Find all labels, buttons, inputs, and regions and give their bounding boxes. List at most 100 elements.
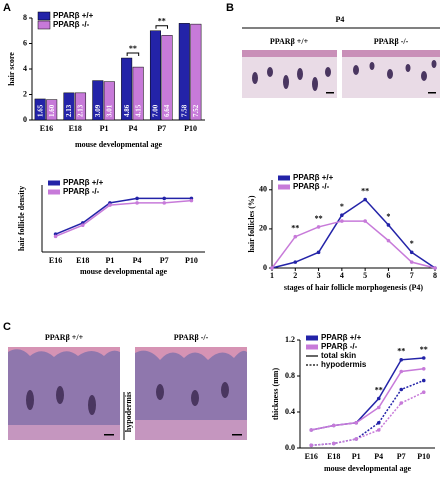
annotation: ** bbox=[129, 44, 137, 53]
legend-label: PPARβ +/+ bbox=[63, 178, 104, 187]
y-tick-label: 4 bbox=[23, 64, 27, 73]
line bbox=[271, 220, 436, 269]
y-tick-label: 0.0 bbox=[285, 443, 295, 452]
y-tick-label: 2 bbox=[23, 89, 27, 98]
line bbox=[311, 391, 425, 447]
marker bbox=[354, 437, 359, 441]
legend-label: PPARβ +/+ bbox=[293, 173, 334, 182]
value-label: 7.58 bbox=[180, 104, 188, 117]
marker bbox=[354, 421, 359, 425]
y-tick-label: 40 bbox=[259, 185, 267, 194]
annotation: ** bbox=[158, 17, 166, 26]
legend-label: total skin bbox=[321, 351, 356, 360]
image-title: P4 bbox=[336, 15, 345, 24]
legend-label: PPARβ -/- bbox=[53, 20, 90, 29]
x-tick-label: 6 bbox=[386, 271, 390, 280]
bar bbox=[34, 98, 46, 121]
histology-image bbox=[8, 347, 120, 440]
value-label: 7.00 bbox=[152, 104, 160, 117]
x-tick-label: 4 bbox=[340, 271, 344, 280]
panel-label: B bbox=[226, 2, 234, 14]
bar bbox=[75, 92, 87, 121]
histology-image bbox=[342, 50, 440, 98]
line bbox=[55, 197, 192, 235]
y-tick-label: 0 bbox=[263, 263, 267, 272]
annotation: ** bbox=[361, 186, 369, 195]
significance-bracket bbox=[126, 52, 140, 57]
value-label: 3.01 bbox=[105, 104, 113, 117]
y-tick-label: 20 bbox=[259, 224, 267, 233]
annotation: ** bbox=[397, 347, 405, 356]
marker bbox=[386, 238, 391, 243]
y-tick-label: 1.2 bbox=[285, 335, 295, 344]
side-label: hypodermis bbox=[124, 392, 133, 432]
x-tick-label: P7 bbox=[157, 124, 166, 133]
x-tick-label: E18 bbox=[76, 256, 89, 265]
marker bbox=[409, 260, 414, 264]
histology-image bbox=[135, 347, 247, 440]
marker bbox=[309, 428, 314, 432]
image-label: PPARβ +/+ bbox=[45, 333, 84, 342]
x-tick-label: E16 bbox=[305, 452, 318, 461]
marker bbox=[340, 213, 344, 217]
value-label: 1.65 bbox=[36, 104, 44, 117]
annotation: ** bbox=[291, 224, 299, 233]
y-tick-label: 0.4 bbox=[285, 407, 295, 416]
legend-label: PPARβ -/- bbox=[293, 182, 330, 191]
y-axis-label: hair follicles (%) bbox=[247, 195, 256, 253]
marker bbox=[293, 234, 298, 239]
line bbox=[271, 198, 436, 269]
marker bbox=[421, 378, 426, 383]
value-label: 6.64 bbox=[163, 104, 171, 117]
y-tick-label: 0 bbox=[23, 115, 27, 124]
bar bbox=[132, 66, 144, 121]
marker bbox=[399, 401, 404, 405]
marker bbox=[293, 260, 298, 264]
legend-label: PPARβ -/- bbox=[321, 342, 358, 351]
x-tick-label: 1 bbox=[270, 271, 274, 280]
image-label: PPARβ -/- bbox=[174, 333, 209, 342]
legend-swatch bbox=[37, 20, 51, 30]
legend-swatch bbox=[306, 344, 318, 350]
x-tick-label: E16 bbox=[49, 256, 62, 265]
x-tick-label: P4 bbox=[133, 256, 142, 265]
significance-bracket bbox=[155, 25, 169, 29]
line bbox=[55, 199, 192, 238]
marker bbox=[331, 441, 336, 446]
marker bbox=[376, 421, 381, 425]
legend-swatch bbox=[48, 189, 60, 195]
image-label: PPARβ +/+ bbox=[270, 37, 309, 46]
x-tick-label: E18 bbox=[327, 452, 340, 461]
value-label: 2.13 bbox=[65, 104, 73, 117]
bar bbox=[92, 80, 104, 121]
bar bbox=[63, 92, 75, 121]
bar bbox=[161, 35, 173, 121]
value-label: 4.86 bbox=[123, 104, 131, 117]
y-tick-label: 6 bbox=[23, 38, 27, 47]
image-label: PPARβ -/- bbox=[374, 37, 409, 46]
marker bbox=[53, 234, 58, 239]
y-axis-label: hair follicle density bbox=[17, 186, 26, 251]
value-label: 4.15 bbox=[134, 104, 142, 117]
x-tick-label: 8 bbox=[433, 271, 437, 280]
x-tick-label: 2 bbox=[293, 271, 297, 280]
x-tick-label: P10 bbox=[184, 124, 197, 133]
marker bbox=[162, 196, 167, 201]
legend-swatch bbox=[306, 335, 318, 341]
bar bbox=[178, 23, 190, 121]
annotation: ** bbox=[375, 385, 383, 394]
annotation: * bbox=[410, 239, 414, 248]
x-tick-label: 3 bbox=[317, 271, 321, 280]
marker bbox=[399, 369, 404, 374]
y-tick-label: 0.8 bbox=[285, 371, 295, 380]
marker bbox=[316, 225, 321, 229]
annotation: ** bbox=[315, 214, 323, 223]
annotation: ** bbox=[420, 345, 428, 354]
value-label: 3.09 bbox=[94, 104, 102, 117]
bar bbox=[46, 99, 58, 121]
marker bbox=[135, 201, 139, 205]
legend-swatch bbox=[278, 175, 290, 181]
bar bbox=[190, 23, 202, 121]
y-axis-label: thickness (mm) bbox=[271, 368, 280, 421]
x-axis-label: stages of hair follicle morphogenesis (P… bbox=[284, 283, 424, 292]
